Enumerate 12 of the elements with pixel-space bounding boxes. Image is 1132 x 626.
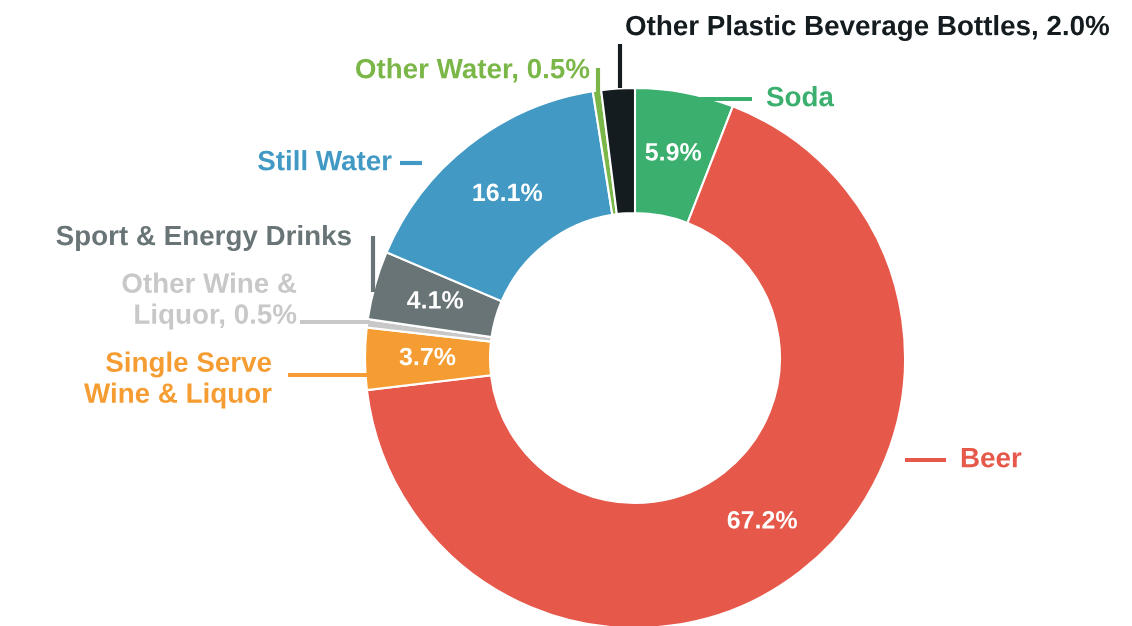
data-label: 16.1% xyxy=(473,183,543,202)
slice-label: Other Plastic Beverage Bottles, 2.0% xyxy=(626,14,1110,42)
data-label: 3.7% xyxy=(399,347,456,366)
slice-label: Soda xyxy=(766,86,835,107)
slice-label: Still Water xyxy=(258,150,392,171)
slice-label: Single Serve Wine & Liquor xyxy=(84,351,272,409)
data-label: 4.1% xyxy=(407,291,464,309)
slice-label: Beer xyxy=(961,448,1022,468)
slice-label: Other Water, 0.5% xyxy=(355,58,590,83)
data-label: 5.9% xyxy=(645,143,702,161)
data-label: 67.2% xyxy=(727,510,797,529)
slice-label: Sport & Energy Drinks xyxy=(56,224,351,252)
